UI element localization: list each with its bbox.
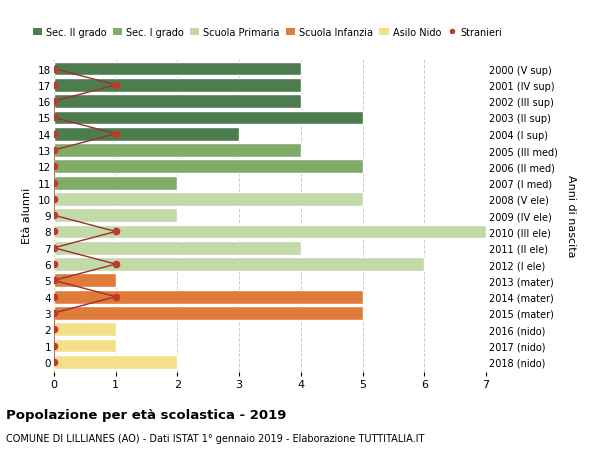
Bar	[54, 274, 116, 288]
Bar	[54, 339, 116, 353]
Bar	[54, 62, 301, 76]
Bar	[54, 306, 362, 320]
Bar	[54, 209, 178, 223]
Bar	[54, 160, 362, 174]
Bar	[54, 111, 362, 125]
Y-axis label: Anni di nascita: Anni di nascita	[566, 174, 576, 257]
Text: Popolazione per età scolastica - 2019: Popolazione per età scolastica - 2019	[6, 408, 286, 421]
Bar	[54, 355, 178, 369]
Bar	[54, 79, 301, 93]
Bar	[54, 95, 301, 109]
Bar	[54, 176, 178, 190]
Bar	[54, 193, 362, 207]
Bar	[54, 323, 116, 336]
Bar	[54, 225, 486, 239]
Bar	[54, 241, 301, 255]
Bar	[54, 290, 362, 304]
Y-axis label: Età alunni: Età alunni	[22, 188, 32, 244]
Bar	[54, 144, 301, 157]
Bar	[54, 128, 239, 141]
Text: COMUNE DI LILLIANES (AO) - Dati ISTAT 1° gennaio 2019 - Elaborazione TUTTITALIA.: COMUNE DI LILLIANES (AO) - Dati ISTAT 1°…	[6, 433, 424, 442]
Legend: Sec. II grado, Sec. I grado, Scuola Primaria, Scuola Infanzia, Asilo Nido, Stran: Sec. II grado, Sec. I grado, Scuola Prim…	[29, 24, 506, 42]
Bar	[54, 257, 424, 271]
